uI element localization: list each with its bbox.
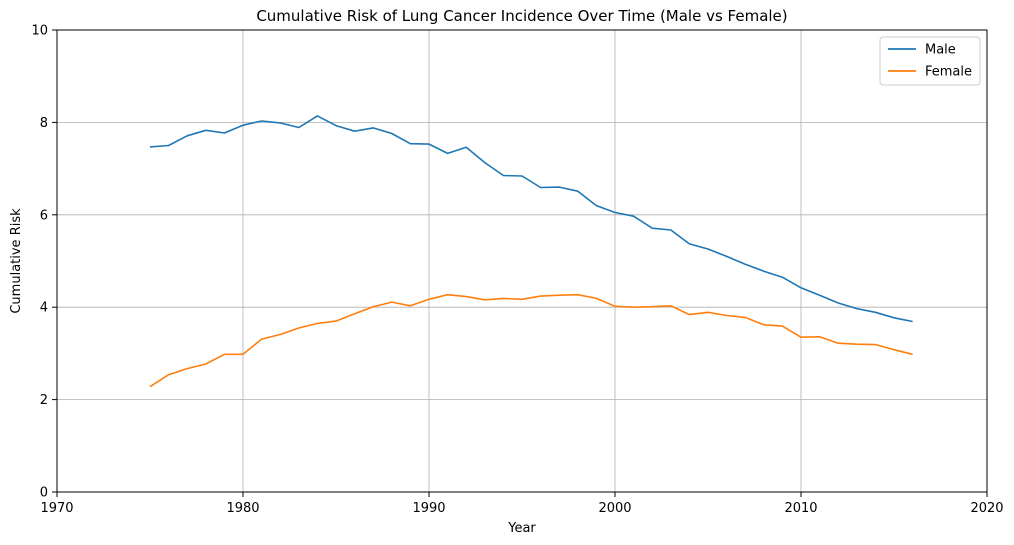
x-tick-label: 2020 bbox=[970, 501, 1003, 516]
legend: Male Female bbox=[879, 36, 981, 86]
series-lines bbox=[149, 115, 913, 388]
series-line-male bbox=[149, 115, 913, 323]
y-tick-label: 8 bbox=[40, 116, 48, 131]
x-tick-label: 1990 bbox=[412, 501, 445, 516]
y-axis-label: Cumulative Risk bbox=[9, 208, 24, 314]
legend-label-female: Female bbox=[925, 65, 972, 80]
y-tick-label: 2 bbox=[40, 393, 48, 408]
y-tick-label: 4 bbox=[40, 301, 48, 316]
x-tick-label: 1980 bbox=[226, 501, 259, 516]
axis-ticks: 1970 1980 1990 2000 2010 2020 0 2 4 6 8 10 bbox=[31, 24, 1003, 517]
grid-lines bbox=[56, 29, 988, 493]
y-tick-label: 10 bbox=[31, 24, 48, 39]
x-tick-label: 2000 bbox=[598, 501, 631, 516]
y-tick-label: 0 bbox=[40, 486, 48, 501]
x-tick-label: 2010 bbox=[784, 501, 817, 516]
chart-title: Cumulative Risk of Lung Cancer Incidence… bbox=[256, 7, 787, 25]
plot-frame bbox=[56, 29, 988, 493]
x-axis-label: Year bbox=[507, 521, 536, 536]
y-tick-label: 6 bbox=[40, 208, 48, 223]
legend-label-male: Male bbox=[925, 43, 956, 58]
series-line-female bbox=[149, 293, 913, 388]
x-tick-label: 1970 bbox=[40, 501, 73, 516]
